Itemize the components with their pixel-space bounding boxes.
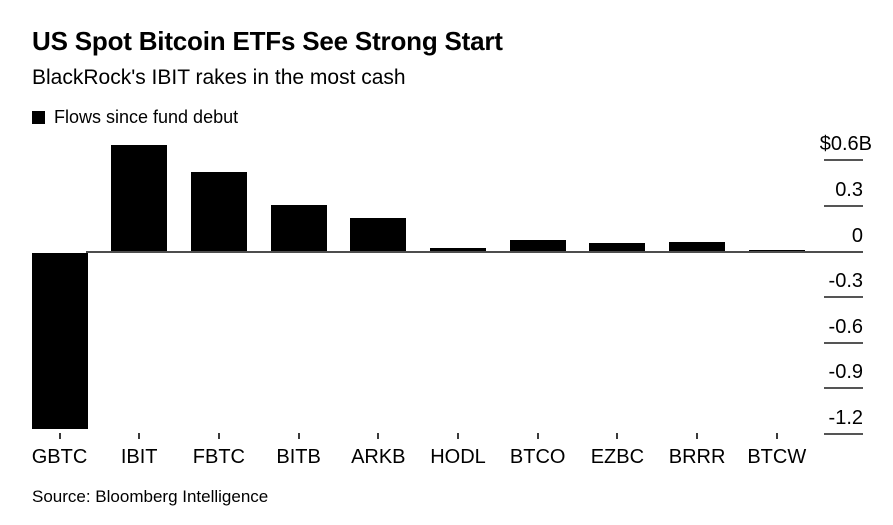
source-credit: Source: Bloomberg Intelligence (32, 487, 269, 506)
y-label--0.3: -0.3 (828, 270, 863, 293)
chart-legend: Flows since fund debut (32, 106, 239, 127)
x-label-fbtc: FBTC (192, 446, 245, 468)
x-tick-btcw (775, 433, 778, 439)
x-label-gbtc: GBTC (31, 446, 88, 468)
legend-swatch-icon (32, 110, 45, 124)
x-label-bitb: BITB (276, 446, 321, 468)
bar-gbtc (31, 253, 88, 429)
x-tick-brrr (696, 433, 699, 439)
x-label-ezbc: EZBC (590, 446, 645, 468)
bar-ibit (111, 145, 168, 251)
y-tick-0.3 (824, 204, 863, 207)
bar-btcw (748, 250, 805, 251)
chart-subtitle: BlackRock's IBIT rakes in the most cash (32, 66, 406, 89)
x-label-btco: BTCO (509, 446, 566, 468)
x-label-ibit: IBIT (120, 446, 158, 468)
bar-ezbc (589, 243, 646, 251)
y-label--1.2: -1.2 (828, 406, 863, 429)
x-label-brrr: BRRR (668, 446, 726, 468)
x-tick-bitb (297, 433, 300, 439)
x-label-arkb: ARKB (351, 446, 406, 468)
bar-brrr (669, 242, 726, 251)
bar-hodl (430, 248, 486, 251)
y-tick--0.6 (824, 341, 863, 344)
x-tick-ibit (138, 433, 141, 439)
y-tick--1.2 (824, 432, 863, 435)
x-tick-fbtc (217, 433, 220, 439)
x-label-btcw: BTCW (747, 446, 807, 468)
y-tick--0.9 (824, 387, 863, 390)
y-label-0.3: 0.3 (835, 178, 863, 201)
bar-fbtc (190, 172, 247, 251)
x-tick-ezbc (616, 433, 619, 439)
x-tick-arkb (377, 433, 380, 439)
bar-arkb (350, 218, 407, 251)
legend-label: Flows since fund debut (54, 106, 239, 127)
bar-btco (509, 240, 566, 251)
zero-axis-line (86, 251, 863, 253)
x-tick-btco (536, 433, 539, 439)
x-tick-hodl (457, 433, 459, 439)
y-label-0: 0 (851, 224, 863, 247)
y-label-0.6: $0.6B (819, 133, 872, 156)
y-label--0.9: -0.9 (828, 361, 863, 384)
y-tick-0.6 (824, 159, 863, 162)
bar-bitb (270, 205, 327, 251)
y-label--0.6: -0.6 (828, 315, 863, 338)
x-label-hodl: HODL (430, 446, 486, 468)
chart-title: US Spot Bitcoin ETFs See Strong Start (32, 26, 503, 56)
x-tick-gbtc (58, 433, 61, 439)
y-tick--0.3 (824, 296, 863, 299)
